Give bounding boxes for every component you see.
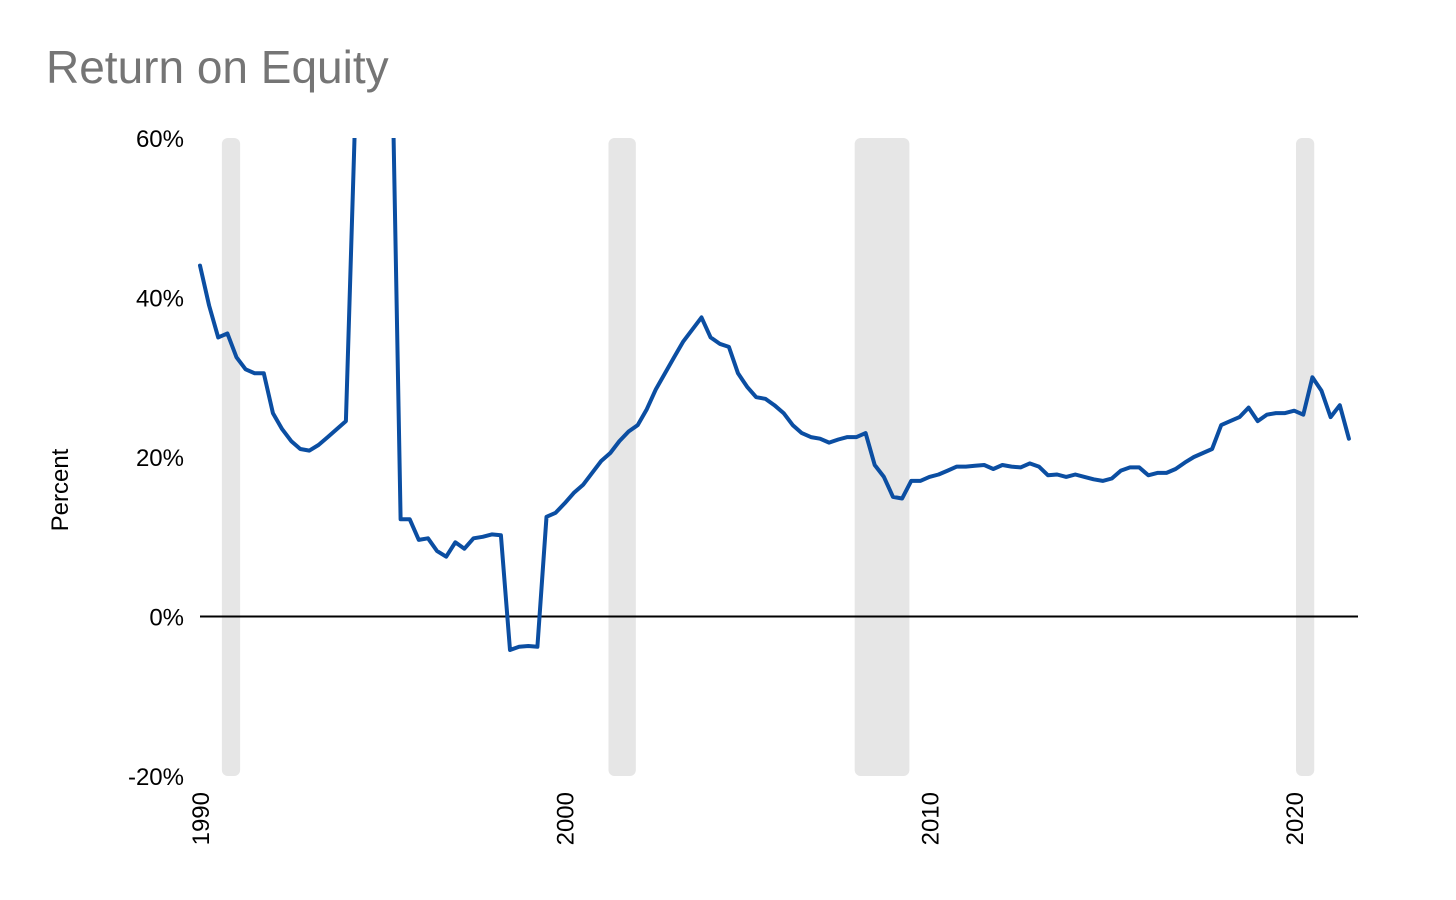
recession-band-0	[221, 138, 241, 776]
y-tick-label: 40%	[136, 286, 184, 313]
y-tick-label: 20%	[136, 445, 184, 472]
x-tick-label: 2000	[553, 792, 580, 845]
recession-band-3	[1295, 138, 1315, 776]
y-tick-label: -20%	[128, 764, 184, 791]
x-tick-label: 1990	[188, 792, 215, 845]
recession-band-2	[854, 138, 910, 776]
chart-title: Return on Equity	[46, 41, 389, 93]
x-tick-label: 2010	[917, 792, 944, 845]
series-line-0	[198, 138, 1351, 652]
x-axis-ticks: 1990 2000 2010 2020	[188, 792, 1309, 845]
series-group	[198, 138, 1351, 652]
recession-shading	[221, 138, 1315, 776]
y-axis-ticks: -20% 0% 20% 40% 60%	[128, 126, 184, 791]
y-axis-label: Percent	[47, 448, 74, 531]
x-tick-label: 2020	[1282, 792, 1309, 845]
y-tick-label: 0%	[149, 605, 184, 632]
recession-band-1	[608, 138, 636, 776]
y-tick-label: 60%	[136, 126, 184, 153]
